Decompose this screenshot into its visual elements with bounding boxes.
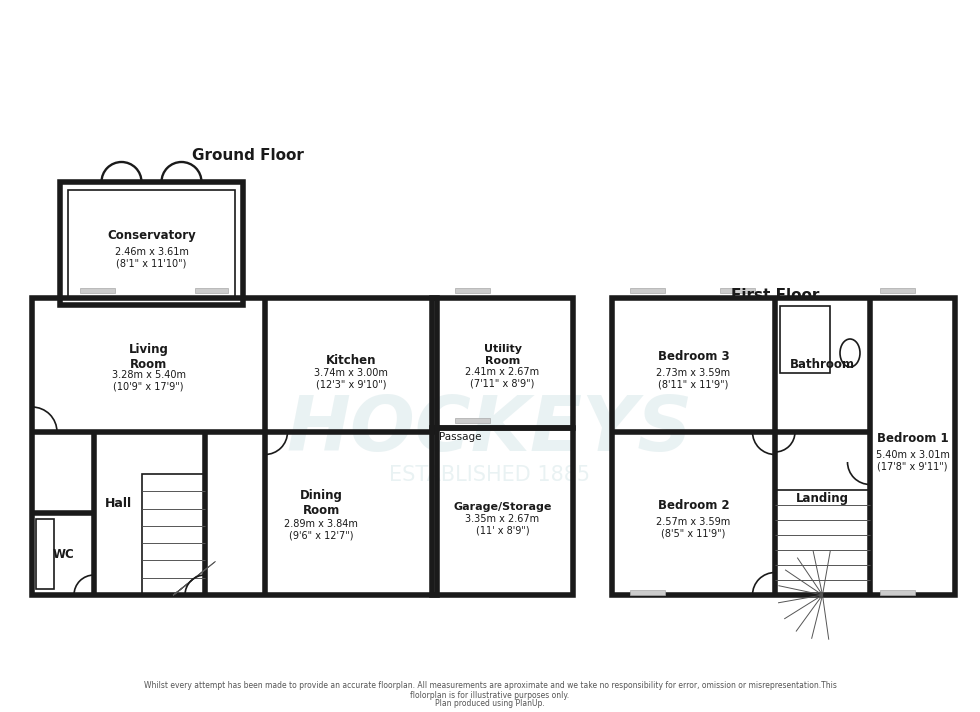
Text: Hall: Hall [105, 497, 132, 510]
Bar [142, 474, 205, 595]
Text: 3.74m x 3.00m
(12'3" x 9'10"): 3.74m x 3.00m (12'3" x 9'10") [314, 368, 388, 389]
Text: Plan produced using PlanUp.: Plan produced using PlanUp. [435, 698, 545, 708]
Text: Garage/Storage: Garage/Storage [454, 501, 552, 511]
Text: 2.57m x 3.59m
(8'5" x 11'9"): 2.57m x 3.59m (8'5" x 11'9") [657, 517, 731, 538]
Text: Ground Floor: Ground Floor [192, 147, 304, 162]
Bar [32, 298, 437, 595]
Text: Kitchen: Kitchen [325, 353, 376, 367]
Text: Bedroom 1: Bedroom 1 [877, 432, 949, 445]
Text: 2.46m x 3.61m
(8'1" x 11'10"): 2.46m x 3.61m (8'1" x 11'10") [115, 246, 188, 268]
Bar [195, 288, 228, 293]
Bar [880, 288, 915, 293]
Text: First Floor: First Floor [731, 288, 819, 303]
Text: Utility
Room: Utility Room [483, 344, 521, 366]
Text: Bedroom 2: Bedroom 2 [658, 499, 729, 512]
Bar [432, 428, 573, 595]
Bar [60, 182, 243, 305]
Bar [612, 298, 955, 595]
Text: 2.89m x 3.84m
(9'6" x 12'7"): 2.89m x 3.84m (9'6" x 12'7") [284, 519, 358, 540]
Text: HOCKEYS: HOCKEYS [287, 393, 693, 467]
Text: ESTABLISHED 1885: ESTABLISHED 1885 [389, 465, 591, 485]
Bar [780, 306, 830, 373]
Text: 2.73m x 3.59m
(8'11" x 11'9"): 2.73m x 3.59m (8'11" x 11'9") [657, 368, 730, 389]
Bar [68, 190, 235, 297]
Text: Bedroom 3: Bedroom 3 [658, 350, 729, 364]
Text: 2.41m x 2.67m
(7'11" x 8'9"): 2.41m x 2.67m (7'11" x 8'9") [466, 367, 540, 389]
Bar [455, 418, 490, 423]
Text: Bathroom: Bathroom [790, 359, 855, 372]
Text: 5.40m x 3.01m
(17'8" x 9'11"): 5.40m x 3.01m (17'8" x 9'11") [875, 450, 950, 471]
Text: Dining
Room: Dining Room [300, 490, 342, 518]
Bar [630, 590, 665, 595]
Text: WC: WC [53, 548, 74, 560]
Bar [80, 288, 115, 293]
Text: Passage: Passage [439, 432, 481, 442]
Bar [432, 298, 573, 428]
Text: flolorplan is for illustrative purposes only.: flolorplan is for illustrative purposes … [411, 691, 569, 699]
Bar [630, 288, 665, 293]
Text: 3.35m x 2.67m
(11' x 8'9"): 3.35m x 2.67m (11' x 8'9") [466, 513, 540, 535]
Text: Conservatory: Conservatory [107, 229, 196, 242]
Text: Living
Room: Living Room [128, 343, 169, 371]
Bar [775, 490, 870, 595]
Bar [36, 519, 54, 589]
Bar [880, 590, 915, 595]
Text: Whilst every attempt has been made to provide an accurate floorplan. All measure: Whilst every attempt has been made to pr… [143, 681, 837, 689]
Text: Landing: Landing [796, 492, 849, 505]
Bar [455, 288, 490, 293]
Bar [720, 288, 755, 293]
Text: 3.28m x 5.40m
(10'9" x 17'9"): 3.28m x 5.40m (10'9" x 17'9") [112, 370, 185, 392]
